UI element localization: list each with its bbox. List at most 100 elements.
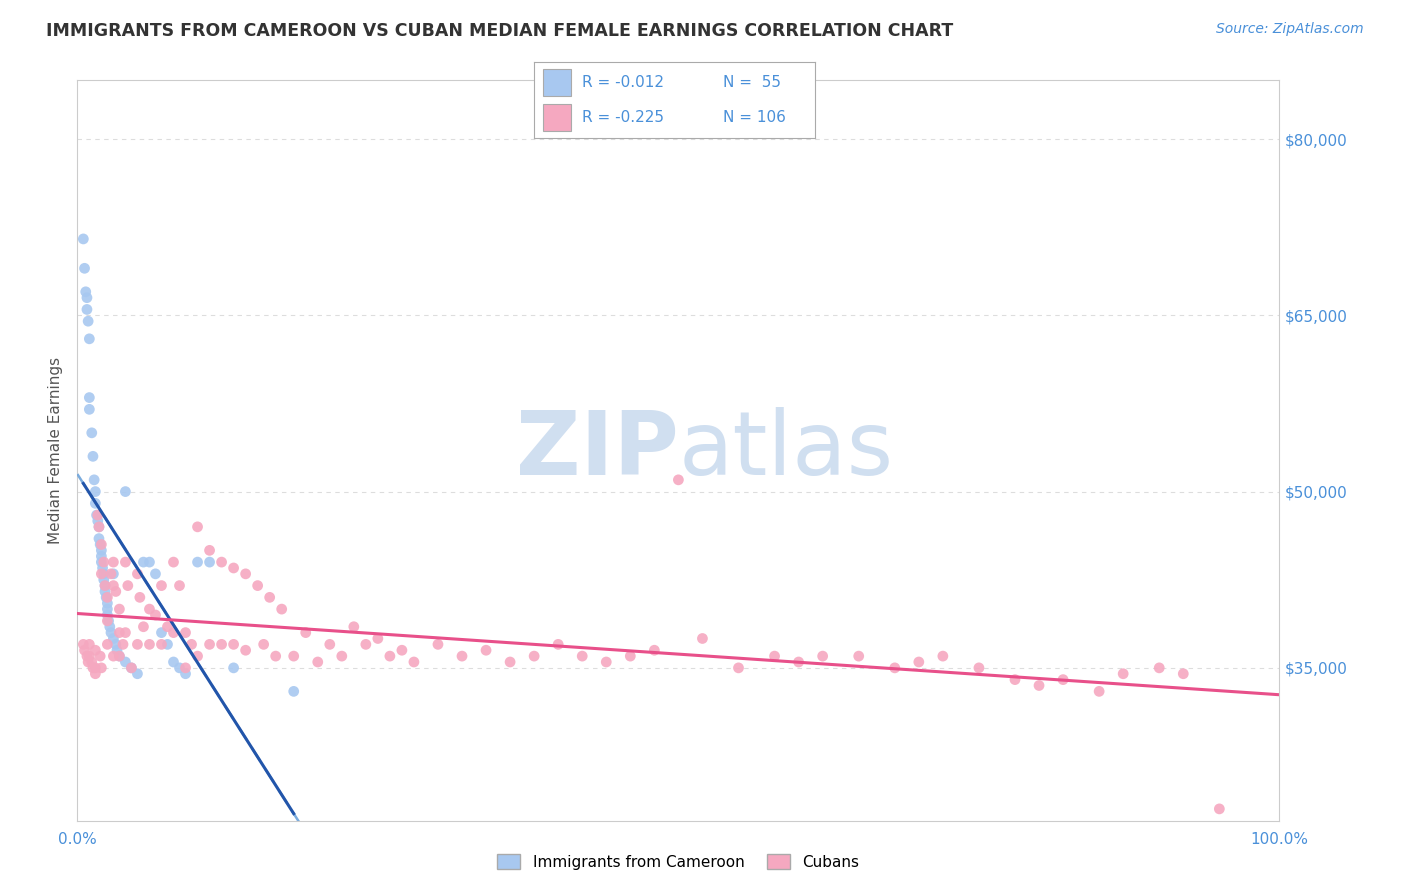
Point — [1112, 666, 1135, 681]
Point — [96, 614, 118, 628]
Point — [127, 637, 149, 651]
Point — [94, 584, 117, 599]
Point — [84, 666, 107, 681]
Text: R = -0.225: R = -0.225 — [582, 110, 664, 125]
Point — [198, 637, 221, 651]
Point — [90, 543, 112, 558]
Point — [114, 655, 136, 669]
Point — [108, 649, 131, 664]
Point — [132, 555, 155, 569]
Text: atlas: atlas — [679, 407, 894, 494]
Point — [198, 543, 221, 558]
Point — [114, 555, 136, 569]
Point — [174, 625, 197, 640]
Point — [96, 602, 118, 616]
Point — [75, 285, 97, 299]
Point — [162, 655, 184, 669]
Point — [90, 549, 112, 564]
Point — [307, 655, 329, 669]
Point — [96, 607, 118, 622]
Point — [96, 591, 118, 605]
FancyBboxPatch shape — [543, 70, 571, 95]
Text: ZIP: ZIP — [516, 407, 679, 494]
Point — [108, 649, 131, 664]
Point — [93, 566, 115, 581]
Point — [114, 484, 136, 499]
Point — [1173, 666, 1195, 681]
Point — [90, 661, 112, 675]
Point — [619, 649, 641, 664]
Point — [763, 649, 786, 664]
Point — [198, 555, 221, 569]
Point — [76, 302, 98, 317]
Point — [105, 643, 128, 657]
Point — [87, 520, 110, 534]
FancyBboxPatch shape — [543, 104, 571, 130]
Point — [643, 643, 665, 657]
Point — [402, 655, 425, 669]
Point — [117, 579, 139, 593]
Point — [96, 596, 118, 610]
Point — [100, 625, 122, 640]
Point — [378, 649, 401, 664]
Point — [211, 555, 233, 569]
Point — [354, 637, 377, 651]
Point — [128, 591, 150, 605]
Text: R = -0.012: R = -0.012 — [582, 75, 664, 90]
Point — [104, 637, 127, 651]
Point — [82, 661, 104, 675]
Point — [932, 649, 955, 664]
Point — [94, 579, 117, 593]
Point — [93, 555, 115, 569]
Point — [253, 637, 276, 651]
Point — [76, 649, 98, 664]
Point — [162, 625, 184, 640]
Point — [87, 514, 110, 528]
Point — [1088, 684, 1111, 698]
Point — [235, 643, 257, 657]
Point — [87, 520, 110, 534]
Point — [76, 291, 98, 305]
Point — [84, 661, 107, 675]
Point — [79, 391, 101, 405]
Point — [1028, 678, 1050, 692]
Point — [96, 591, 118, 605]
Point — [127, 566, 149, 581]
Point — [692, 632, 714, 646]
Point — [89, 649, 111, 664]
Point — [80, 425, 103, 440]
Point — [264, 649, 287, 664]
Point — [668, 473, 690, 487]
Text: N =  55: N = 55 — [723, 75, 780, 90]
Point — [103, 579, 125, 593]
Point — [451, 649, 474, 664]
Point — [108, 602, 131, 616]
Point — [138, 637, 160, 651]
Point — [82, 450, 104, 464]
Point — [180, 637, 202, 651]
Point — [79, 402, 101, 417]
Point — [77, 655, 100, 669]
Text: N = 106: N = 106 — [723, 110, 786, 125]
Point — [1004, 673, 1026, 687]
Point — [787, 655, 810, 669]
Point — [97, 614, 120, 628]
Point — [1052, 673, 1074, 687]
Point — [595, 655, 617, 669]
Point — [169, 579, 191, 593]
Point — [79, 332, 101, 346]
Point — [120, 661, 142, 675]
Point — [367, 632, 389, 646]
Point — [908, 655, 931, 669]
Y-axis label: Median Female Earnings: Median Female Earnings — [48, 357, 63, 544]
Point — [90, 537, 112, 551]
Point — [499, 655, 522, 669]
Point — [150, 579, 173, 593]
Point — [162, 555, 184, 569]
Point — [174, 666, 197, 681]
Point — [246, 579, 269, 593]
Point — [79, 637, 101, 651]
Point — [111, 637, 134, 651]
Point — [283, 649, 305, 664]
Point — [222, 637, 245, 651]
